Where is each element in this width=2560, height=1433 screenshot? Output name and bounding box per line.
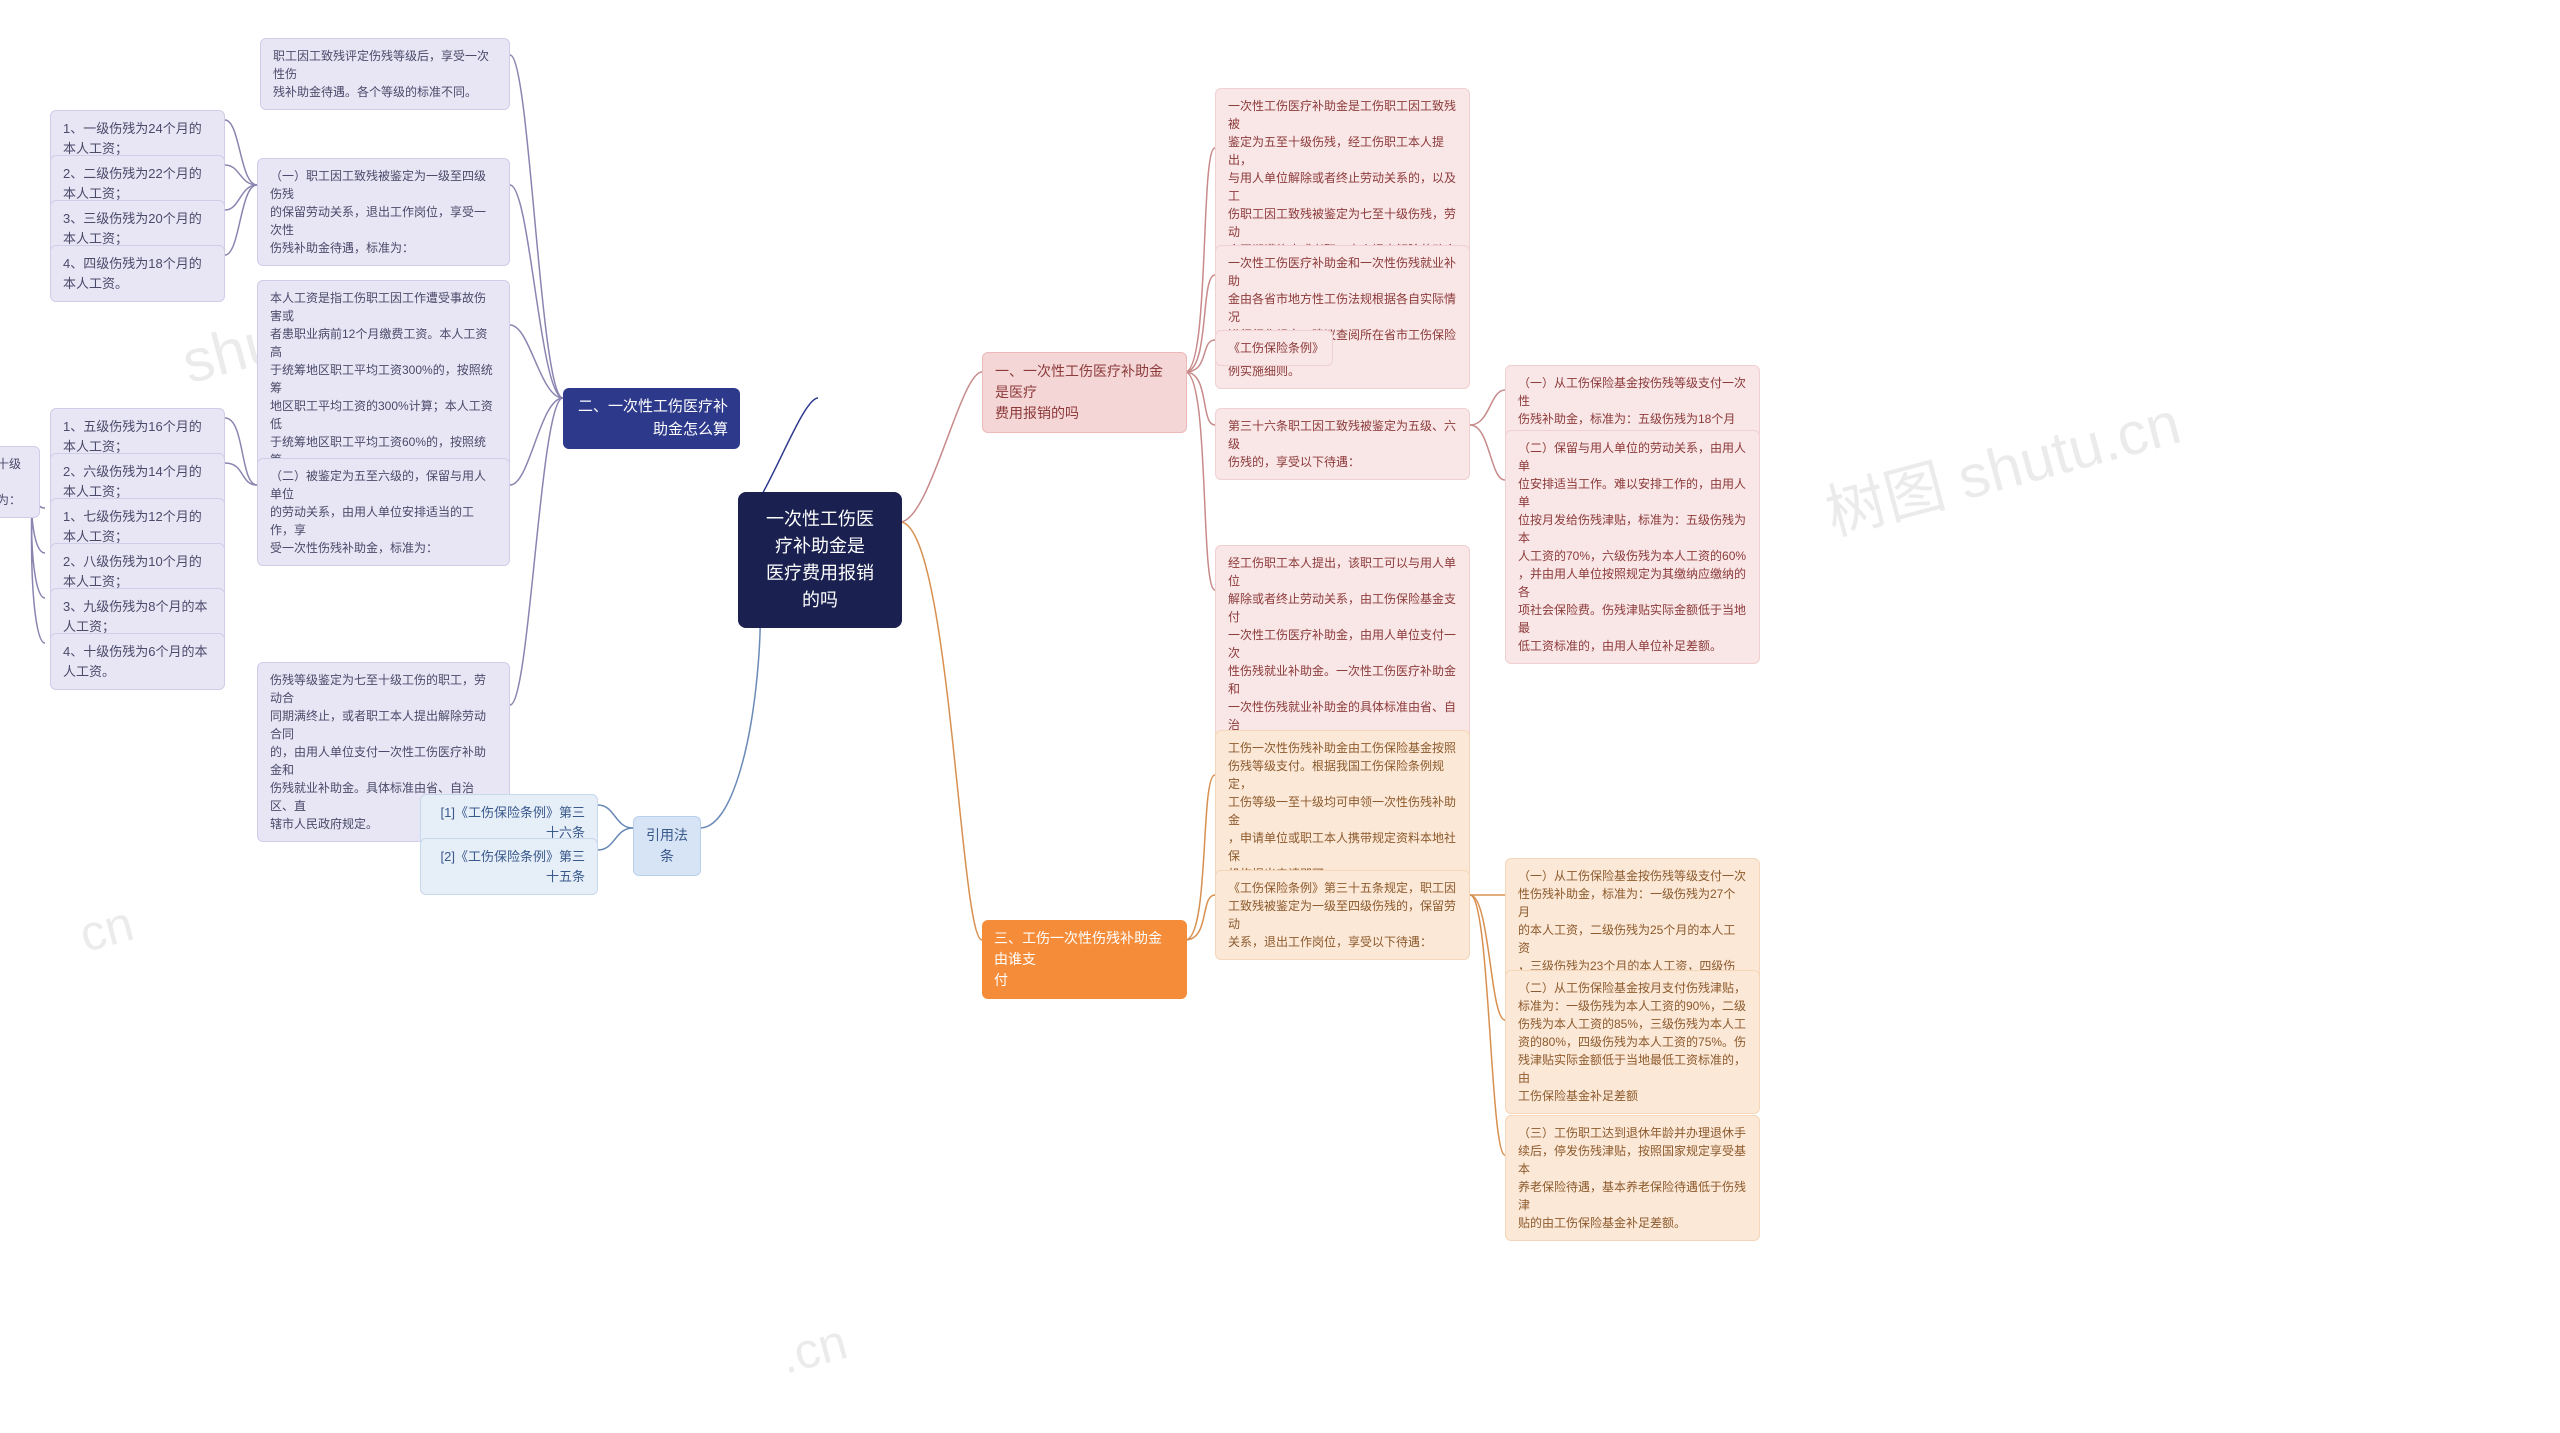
watermark: .cn xyxy=(774,1312,853,1385)
root-node: 一次性工伤医疗补助金是 医疗费用报销的吗 xyxy=(738,492,902,628)
branch3-art35-item-3: （三）工伤职工达到退休年龄并办理退休手 续后，停发伤残津贴，按照国家规定享受基本… xyxy=(1505,1115,1760,1241)
branch-3-title: 三、工伤一次性伤残补助金由谁支 付 xyxy=(982,920,1187,999)
branch1-art36-title: 第三十六条职工因工致残被鉴定为五级、六级 伤残的，享受以下待遇： xyxy=(1215,408,1470,480)
branch1-last: 经工伤职工本人提出，该职工可以与用人单位 解除或者终止劳动关系，由工伤保险基金支… xyxy=(1215,545,1470,761)
sub1-item-4: 4、四级伤残为18个月的本人工资。 xyxy=(50,245,225,302)
branch3-art35-item-2: （二）从工伤保险基金按月支付伤残津贴， 标准为：一级伤残为本人工资的90%，二级… xyxy=(1505,970,1760,1114)
branch3-art35-title: 《工伤保险条例》第三十五条规定，职工因 工致残被鉴定为一级至四级伤残的，保留劳动… xyxy=(1215,870,1470,960)
watermark: cn xyxy=(73,894,139,964)
branch2-sub2: （二）被鉴定为五至六级的，保留与用人单位 的劳动关系，由用人单位安排适当的工作，… xyxy=(257,458,510,566)
branch1-item-3: 《工伤保险条例》 xyxy=(1215,330,1333,366)
watermark: 树图 shutu.cn xyxy=(1815,374,2189,552)
branch1-art36-item-2: （二）保留与用人单位的劳动关系，由用人单 位安排适当工作。难以安排工作的，由用人… xyxy=(1505,430,1760,664)
ref-item-2: [2]《工伤保险条例》第三十五条 xyxy=(420,838,598,895)
branch2-sub1: （一）职工因工致残被鉴定为一级至四级伤残 的保留劳动关系，退出工作岗位，享受一次… xyxy=(257,158,510,266)
sub3-item-4: 4、十级伤残为6个月的本人工资。 xyxy=(50,633,225,690)
branch3-intro: 工伤一次性伤残补助金由工伤保险基金按照 伤残等级支付。根据我国工伤保险条例规定，… xyxy=(1215,730,1470,892)
branch2-subtop: 职工因工致残评定伤残等级后，享受一次性伤 残补助金待遇。各个等级的标准不同。 xyxy=(260,38,510,110)
branch1-item-2: 一次性工伤医疗补助金和一次性伤残就业补助 金由各省市地方性工伤法规根据各自实际情… xyxy=(1215,245,1470,389)
branch-1-title: 一、一次性工伤医疗补助金是医疗 费用报销的吗 xyxy=(982,352,1187,433)
branch-ref-title: 引用法条 xyxy=(633,816,701,876)
branch-2-title: 二、一次性工伤医疗补助金怎么算 xyxy=(563,388,740,449)
branch2-sub3: （三）职工因工致残被鉴定为七级至十级伤残 的，享受的一次性伤残补助金，标准为： xyxy=(0,446,40,518)
